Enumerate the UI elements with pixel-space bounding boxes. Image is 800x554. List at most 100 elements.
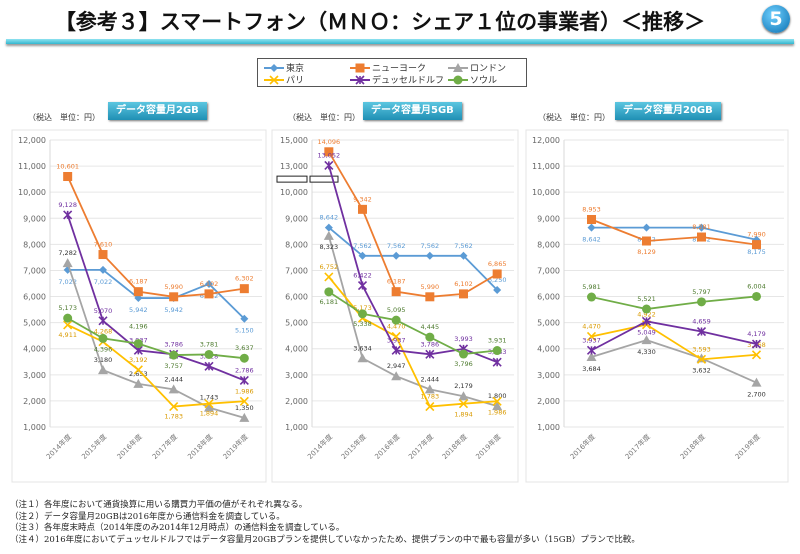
y-tick-label: 9,000 — [285, 214, 308, 223]
data-label: 7,022 — [58, 278, 77, 286]
data-point — [62, 258, 73, 268]
y-tick-label: 6,000 — [23, 293, 46, 302]
data-point — [324, 223, 333, 232]
chart-frame — [525, 129, 789, 483]
y-tick-label: 15,000 — [280, 136, 308, 145]
data-label: 8,953 — [582, 205, 601, 213]
y-tick-label: 5,000 — [285, 319, 308, 328]
legend-marker — [355, 74, 365, 85]
data-label: 5,981 — [582, 283, 601, 291]
data-label: 7,022 — [94, 278, 113, 286]
y-tick-label: 5,000 — [23, 319, 46, 328]
chart-title-20gb: データ容量月20GB — [615, 102, 721, 120]
data-label: 8,281 — [692, 223, 711, 231]
chart-legend: 東京 ニューヨーク ロンドン パリ デュッセルドルフ ソウル — [257, 58, 527, 87]
data-point — [425, 251, 434, 260]
data-point — [63, 172, 73, 182]
series-line — [67, 268, 245, 320]
data-label: 5,173 — [58, 304, 77, 312]
data-label: 3,937 — [387, 336, 406, 344]
data-label: 13,052 — [317, 151, 340, 159]
data-point — [133, 287, 143, 297]
data-point — [392, 251, 401, 260]
data-point — [99, 265, 107, 274]
data-point — [169, 292, 179, 302]
data-label: 6,302 — [235, 275, 254, 283]
series-x: 4,911 4,268 3,192 1,783 1,894 1,986 — [58, 320, 254, 421]
data-label: 4,396 — [94, 345, 113, 353]
data-label: 7,610 — [94, 241, 113, 249]
data-point — [358, 204, 367, 214]
series-line — [591, 295, 757, 310]
unit-label-5gb: （税込 単位：円） — [288, 113, 360, 122]
data-label: 6,250 — [488, 276, 507, 284]
data-point — [641, 316, 652, 326]
data-point — [239, 284, 249, 294]
data-point — [391, 331, 401, 342]
legend-marker — [269, 74, 279, 85]
series-line — [328, 291, 498, 355]
data-label: 5,338 — [353, 320, 372, 328]
unit-label-20gb: （税込 単位：円） — [538, 113, 610, 122]
data-point — [168, 384, 179, 394]
data-label: 5,990 — [164, 283, 183, 291]
x-tick-label: 2016年度 — [373, 432, 402, 461]
data-point — [752, 291, 761, 301]
y-tick-label: 7,000 — [23, 266, 46, 275]
title-underline — [6, 39, 794, 44]
legend-item: ロンドン — [448, 61, 506, 74]
note-3: （注３）各年度末時点（2014年度のみ2014年12月時点）の通信料金を調査して… — [10, 523, 345, 533]
data-point — [586, 351, 597, 361]
data-point — [587, 214, 596, 224]
data-point — [459, 251, 468, 260]
data-point — [357, 280, 368, 291]
data-point — [586, 331, 597, 342]
x-tick-label: 2014年度 — [305, 432, 334, 461]
data-label: 4,179 — [747, 330, 766, 338]
data-point — [425, 332, 435, 342]
data-point — [492, 346, 502, 356]
data-label: 1,350 — [235, 404, 254, 412]
y-tick-label: 10,000 — [280, 188, 308, 197]
x-tick-label: 2017年度 — [406, 432, 435, 461]
data-point — [459, 289, 468, 299]
x-tick-label: 2016年度 — [568, 432, 597, 461]
data-point — [391, 315, 401, 325]
data-label: 4,470 — [387, 322, 406, 330]
data-point — [642, 223, 651, 232]
data-label: 3,634 — [353, 344, 372, 352]
series-square: 10,601 7,610 6,187 5,990 6,102 6,302 — [56, 163, 254, 302]
x-tick-label: 2018年度 — [186, 432, 215, 461]
y-tick-label: 7,000 — [537, 266, 560, 275]
data-label: 7,990 — [747, 231, 766, 239]
data-point — [240, 314, 249, 323]
data-point — [133, 365, 143, 375]
data-label: 2,947 — [387, 362, 406, 370]
data-label: 6,187 — [129, 278, 148, 286]
data-point — [425, 402, 435, 412]
y-tick-label: 10,000 — [532, 188, 560, 197]
y-tick-label: 6,000 — [285, 293, 308, 302]
data-point — [169, 350, 179, 360]
data-label: 5,070 — [94, 307, 113, 315]
data-label: 7,562 — [421, 242, 440, 250]
y-tick-label: 4,000 — [285, 345, 308, 354]
data-point — [98, 333, 108, 343]
data-label: 3,637 — [235, 344, 254, 352]
series-triangle: 3,684 4,330 3,632 2,700 — [582, 335, 766, 399]
series-line — [66, 176, 245, 298]
chart-2gb: 1,000 2,000 3,000 4,000 5,000 6,000 7,000 8,000… — [11, 129, 267, 483]
x-tick-label: 2019年度 — [474, 432, 503, 461]
footnotes: （注１）各年度において通貨換算に用いる購買力平価の値がそれぞれ異なる。 （注２）… — [10, 500, 640, 546]
data-point — [204, 399, 214, 409]
legend-label: ソウル — [470, 76, 498, 86]
data-point — [492, 401, 503, 411]
series-circle: 5,173 4,396 4,196 3,757 3,781 3,637 — [58, 304, 253, 370]
x-tick-label: 2018年度 — [678, 432, 707, 461]
data-point — [205, 279, 213, 288]
data-point — [204, 289, 214, 299]
data-label: 3,796 — [454, 360, 473, 368]
data-point — [458, 399, 469, 409]
y-tick-label: 12,000 — [18, 136, 46, 145]
data-point — [752, 240, 761, 250]
